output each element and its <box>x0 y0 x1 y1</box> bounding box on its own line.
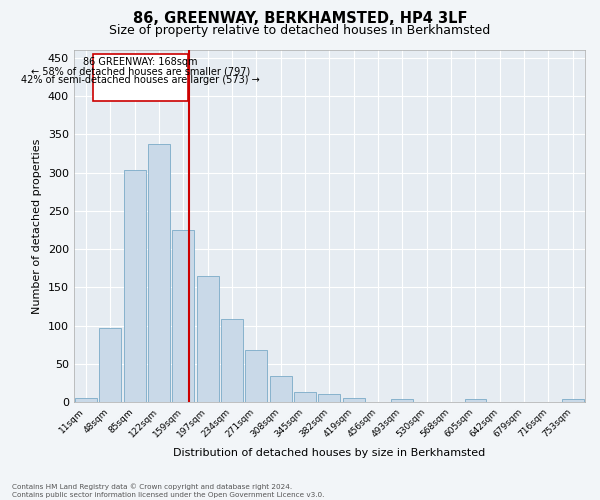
Text: ← 58% of detached houses are smaller (797): ← 58% of detached houses are smaller (79… <box>31 66 250 76</box>
Bar <box>294 392 316 402</box>
Text: 42% of semi-detached houses are larger (573) →: 42% of semi-detached houses are larger (… <box>21 76 260 86</box>
Bar <box>391 399 413 402</box>
Bar <box>319 394 340 402</box>
Text: 86 GREENWAY: 168sqm: 86 GREENWAY: 168sqm <box>83 57 197 67</box>
FancyBboxPatch shape <box>93 54 188 102</box>
Text: 86, GREENWAY, BERKHAMSTED, HP4 3LF: 86, GREENWAY, BERKHAMSTED, HP4 3LF <box>133 11 467 26</box>
X-axis label: Distribution of detached houses by size in Berkhamsted: Distribution of detached houses by size … <box>173 448 485 458</box>
Text: Size of property relative to detached houses in Berkhamsted: Size of property relative to detached ho… <box>109 24 491 37</box>
Bar <box>197 276 218 402</box>
Text: Contains HM Land Registry data © Crown copyright and database right 2024.
Contai: Contains HM Land Registry data © Crown c… <box>12 484 325 498</box>
Bar <box>75 398 97 402</box>
Bar <box>270 376 292 402</box>
Bar <box>221 319 243 402</box>
Bar <box>464 399 487 402</box>
Bar <box>245 350 268 402</box>
Bar <box>148 144 170 402</box>
Bar <box>100 328 121 402</box>
Bar <box>562 399 584 402</box>
Y-axis label: Number of detached properties: Number of detached properties <box>32 138 43 314</box>
Bar <box>124 170 146 402</box>
Bar <box>172 230 194 402</box>
Bar <box>343 398 365 402</box>
